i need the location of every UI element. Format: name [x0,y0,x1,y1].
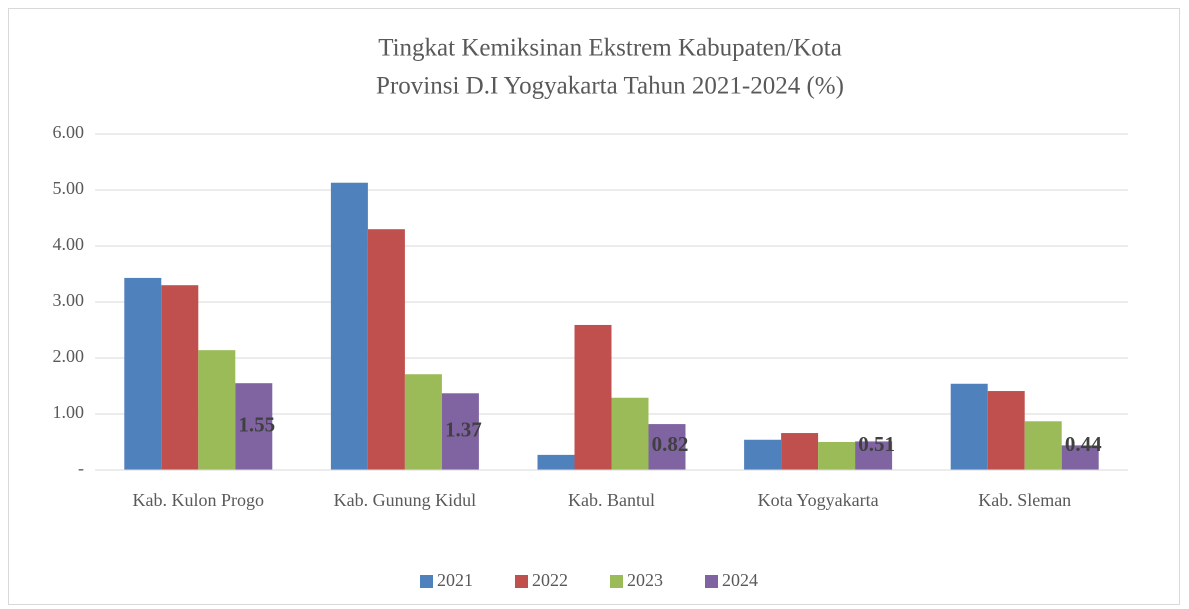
y-tick-label: 6.00 [53,122,85,142]
bar [744,439,782,470]
bar [611,397,649,470]
y-tick-label: 5.00 [53,178,85,198]
legend-label: 2023 [627,570,663,590]
legend-swatch [420,575,433,588]
chart-title: Provinsi D.I Yogyakarta Tahun 2021-2024 … [376,73,844,100]
chart-border [8,8,1180,605]
bar [404,374,442,470]
x-tick-label: Kab. Kulon Progo [133,490,265,510]
bar [441,393,479,470]
legend-label: 2022 [532,570,568,590]
bar [1024,421,1062,470]
x-tick-label: Kab. Gunung Kidul [334,490,477,510]
bar [648,424,686,470]
bar [781,433,819,470]
data-label: 0.82 [652,432,689,456]
bar [950,383,988,470]
data-label: 0.44 [1065,432,1102,456]
bar [367,229,405,470]
data-label: 1.37 [445,417,482,441]
bar [235,383,273,470]
y-tick-label: 4.00 [53,234,85,254]
y-tick-label: 1.00 [53,402,85,422]
bar [987,391,1025,470]
y-tick-label: - [78,458,84,478]
bar [855,441,893,470]
legend-label: 2024 [722,570,758,590]
bar [818,442,856,470]
x-tick-label: Kab. Sleman [978,490,1071,510]
chart-title: Tingkat Kemiksinan Ekstrem Kabupaten/Kot… [378,35,842,62]
legend-swatch [610,575,623,588]
bar [330,182,368,470]
legend-swatch [515,575,528,588]
bar [124,277,162,470]
y-tick-label: 2.00 [53,346,85,366]
legend-label: 2021 [437,570,473,590]
bar [1061,445,1099,470]
legend-swatch [705,575,718,588]
bar [574,324,612,470]
data-label: 1.55 [238,412,275,436]
bar [161,285,199,470]
y-tick-label: 3.00 [53,290,85,310]
data-label: 0.51 [858,432,895,456]
x-tick-label: Kab. Bantul [568,490,655,510]
bar [537,454,575,470]
x-tick-label: Kota Yogyakarta [758,490,879,510]
bar [198,350,236,470]
